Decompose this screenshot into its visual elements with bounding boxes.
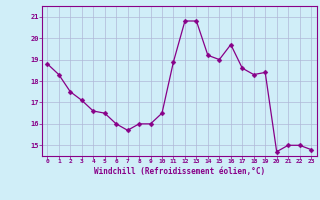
X-axis label: Windchill (Refroidissement éolien,°C): Windchill (Refroidissement éolien,°C) — [94, 167, 265, 176]
